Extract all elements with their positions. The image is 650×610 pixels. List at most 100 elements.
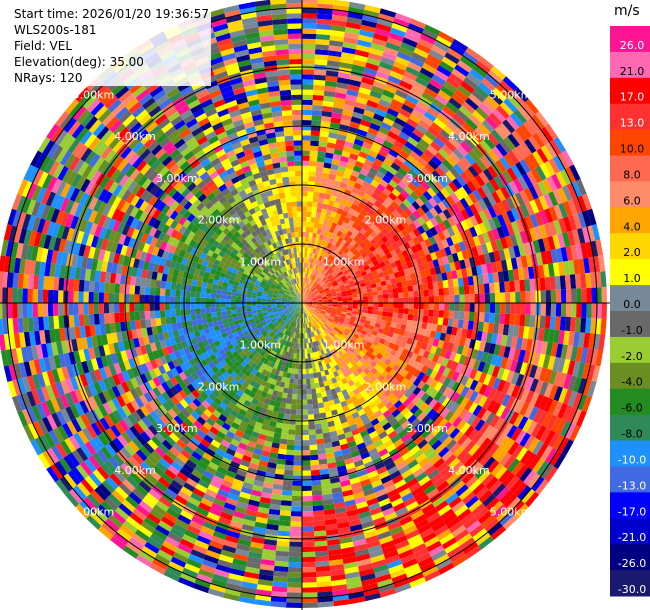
- velocity-gate: [332, 272, 338, 278]
- velocity-gate: [423, 148, 435, 160]
- velocity-gate: [543, 328, 550, 342]
- velocity-gate: [559, 275, 566, 290]
- velocity-gate: [432, 243, 440, 252]
- velocity-gate: [453, 163, 464, 175]
- velocity-gate: [383, 303, 389, 308]
- velocity-gate: [315, 166, 324, 173]
- velocity-gate: [340, 251, 347, 258]
- velocity-gate: [468, 93, 483, 107]
- velocity-gate: [403, 291, 409, 298]
- velocity-gate: [308, 291, 313, 296]
- velocity-gate: [324, 264, 329, 271]
- velocity-gate: [324, 287, 330, 292]
- velocity-gate: [420, 203, 430, 214]
- velocity-gate: [502, 76, 518, 91]
- velocity-gate: [347, 307, 353, 311]
- velocity-gate: [393, 303, 399, 309]
- velocity-gate: [446, 226, 456, 237]
- velocity-gate: [314, 283, 319, 288]
- velocity-gate: [357, 296, 363, 301]
- velocity-gate: [354, 101, 367, 110]
- velocity-gate: [433, 40, 450, 53]
- velocity-gate: [455, 232, 464, 243]
- velocity-gate: [340, 232, 347, 240]
- velocity-gate: [387, 307, 394, 313]
- velocity-gate: [456, 144, 469, 157]
- velocity-gate: [418, 249, 426, 258]
- velocity-gate: [373, 175, 383, 184]
- velocity-gate: [320, 121, 331, 128]
- velocity-gate: [302, 33, 317, 39]
- velocity-gate: [401, 262, 409, 270]
- velocity-gate: [413, 47, 429, 59]
- velocity-gate: [453, 242, 462, 253]
- velocity-gate: [382, 200, 391, 209]
- velocity-gate: [331, 295, 338, 299]
- velocity-gate: [350, 148, 361, 156]
- velocity-gate: [552, 234, 561, 250]
- velocity-gate: [398, 297, 404, 303]
- velocity-gate: [539, 277, 546, 291]
- velocity-gate: [569, 164, 581, 181]
- velocity-gate: [588, 256, 596, 273]
- velocity-gate: [334, 286, 340, 291]
- velocity-gate: [302, 299, 306, 303]
- velocity-gate: [303, 277, 305, 283]
- velocity-gate: [388, 103, 402, 113]
- velocity-gate: [493, 250, 501, 262]
- velocity-gate: [310, 295, 316, 299]
- velocity-gate: [329, 168, 338, 176]
- velocity-gate: [390, 27, 406, 38]
- velocity-gate: [374, 187, 383, 197]
- velocity-gate: [430, 122, 443, 134]
- velocity-gate: [306, 257, 310, 263]
- velocity-gate: [404, 32, 420, 43]
- velocity-gate: [427, 126, 440, 138]
- velocity-gate: [421, 322, 428, 330]
- velocity-gate: [417, 170, 428, 181]
- velocity-gate: [396, 112, 409, 123]
- velocity-gate: [522, 326, 530, 339]
- velocity-gate: [337, 298, 343, 302]
- velocity-gate: [474, 213, 484, 225]
- velocity-gate: [407, 314, 414, 321]
- velocity-gate: [452, 38, 469, 52]
- velocity-gate: [400, 228, 409, 237]
- velocity-gate: [332, 299, 338, 302]
- velocity-gate: [483, 253, 491, 264]
- velocity-gate: [558, 330, 565, 345]
- velocity-gate: [302, 155, 310, 161]
- velocity-gate: [303, 293, 306, 299]
- velocity-gate: [391, 282, 398, 289]
- velocity-gate: [321, 275, 326, 281]
- velocity-gate: [588, 333, 596, 350]
- velocity-gate: [483, 168, 494, 182]
- velocity-gate: [433, 117, 446, 130]
- velocity-gate: [590, 318, 597, 334]
- velocity-gate: [348, 269, 355, 275]
- velocity-gate: [350, 285, 356, 290]
- velocity-gate: [350, 215, 358, 222]
- velocity-gate: [488, 251, 496, 263]
- velocity-gate: [337, 280, 343, 285]
- velocity-gate: [355, 44, 371, 53]
- velocity-gate: [322, 100, 334, 108]
- velocity-gate: [326, 293, 332, 297]
- velocity-gate: [336, 308, 343, 312]
- velocity-gate: [357, 91, 370, 100]
- velocity-gate: [491, 228, 501, 241]
- velocity-gate: [346, 292, 353, 296]
- velocity-gate: [344, 31, 360, 40]
- velocity-gate: [482, 196, 493, 209]
- velocity-gate: [600, 271, 607, 288]
- velocity-gate: [315, 293, 321, 297]
- velocity-gate: [489, 312, 495, 324]
- velocity-gate: [332, 297, 338, 300]
- velocity-gate: [437, 201, 447, 212]
- velocity-gate: [313, 222, 319, 229]
- velocity-gate: [344, 284, 351, 289]
- velocity-gate: [414, 174, 425, 185]
- velocity-gate: [418, 138, 430, 149]
- velocity-gate: [483, 220, 492, 232]
- velocity-gate: [418, 263, 425, 272]
